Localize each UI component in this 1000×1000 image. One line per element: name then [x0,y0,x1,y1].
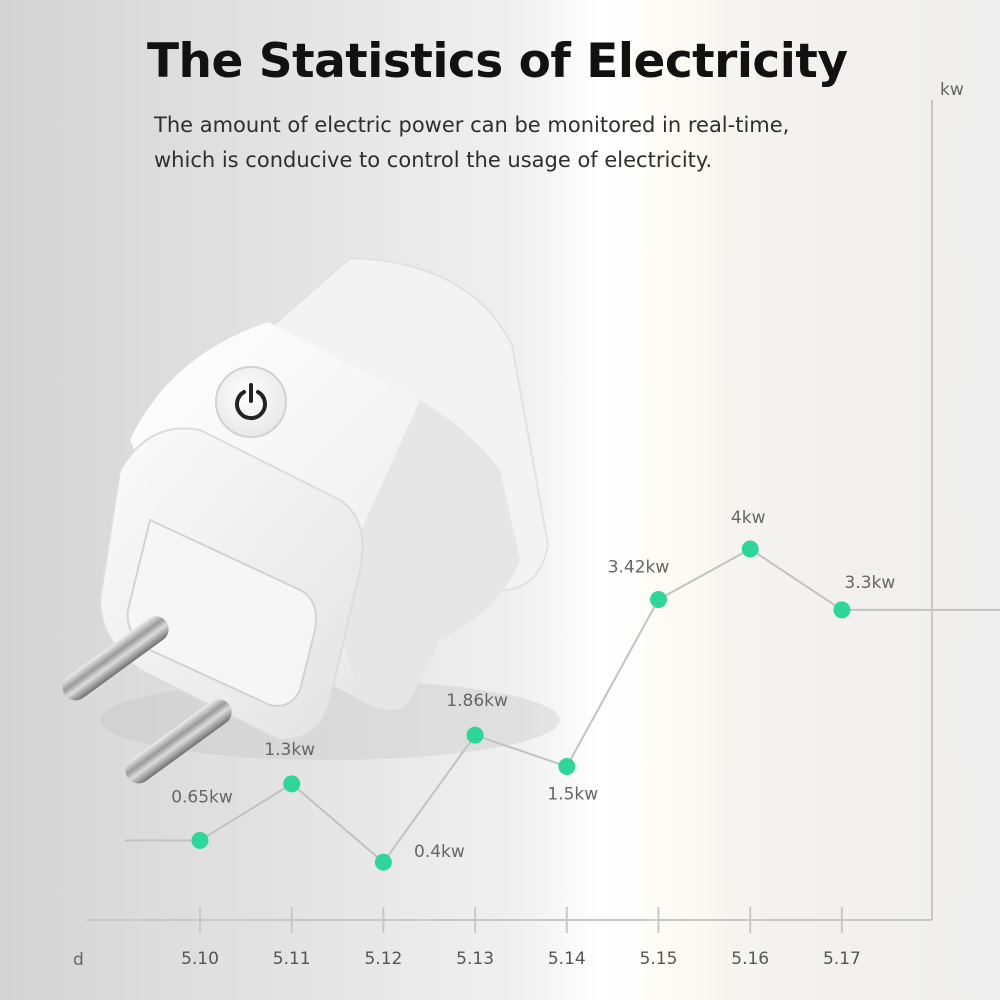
x-tick-label: 5.17 [823,949,861,969]
x-tick-label: 5.13 [456,949,494,969]
data-label: 3.3kw [845,573,896,593]
series-polyline [199,547,843,864]
x-tick-label: 5.12 [364,949,402,969]
page-subtitle: The amount of electric power can be moni… [154,108,789,178]
x-axis-ticks: 5.10 5.11 5.12 5.13 5.14 5.15 5.16 5.17 [181,907,861,969]
subtitle-line-2: which is conducive to control the usage … [154,148,713,172]
x-tick-label: 5.11 [273,949,311,969]
data-label: 0.65kw [171,787,233,807]
data-point [466,726,484,744]
data-labels: 0.65kw 1.3kw 0.4kw 1.86kw 1.5kw 3.42kw 4kw 3.3k… [171,508,895,862]
data-label: 3.42kw [608,557,670,577]
data-point [283,775,301,793]
y-axis-label: kw [940,80,964,100]
power-icon [235,383,267,421]
x-tick-label: 5.10 [181,949,219,969]
x-tick-label: 5.14 [548,949,586,969]
data-point [191,831,209,849]
data-points [191,540,851,871]
x-tick-label: 5.16 [731,949,769,969]
data-point [558,758,576,775]
data-label: 4kw [731,508,766,528]
subtitle-line-1: The amount of electric power can be moni… [154,113,790,137]
data-point [374,853,392,871]
data-point [650,590,667,608]
data-label: 1.5kw [547,785,598,805]
data-label: 0.4kw [414,842,465,862]
power-button [215,366,287,438]
data-point [833,601,851,619]
plug-pins [62,616,232,784]
series-line [125,547,1000,864]
data-label: 1.86kw [446,691,508,711]
page-title: The Statistics of Electricity [147,34,848,89]
data-point [741,540,759,558]
x-tick-label: 5.15 [640,949,678,969]
data-label: 1.3kw [264,740,315,760]
x-axis-label: d [73,950,84,970]
